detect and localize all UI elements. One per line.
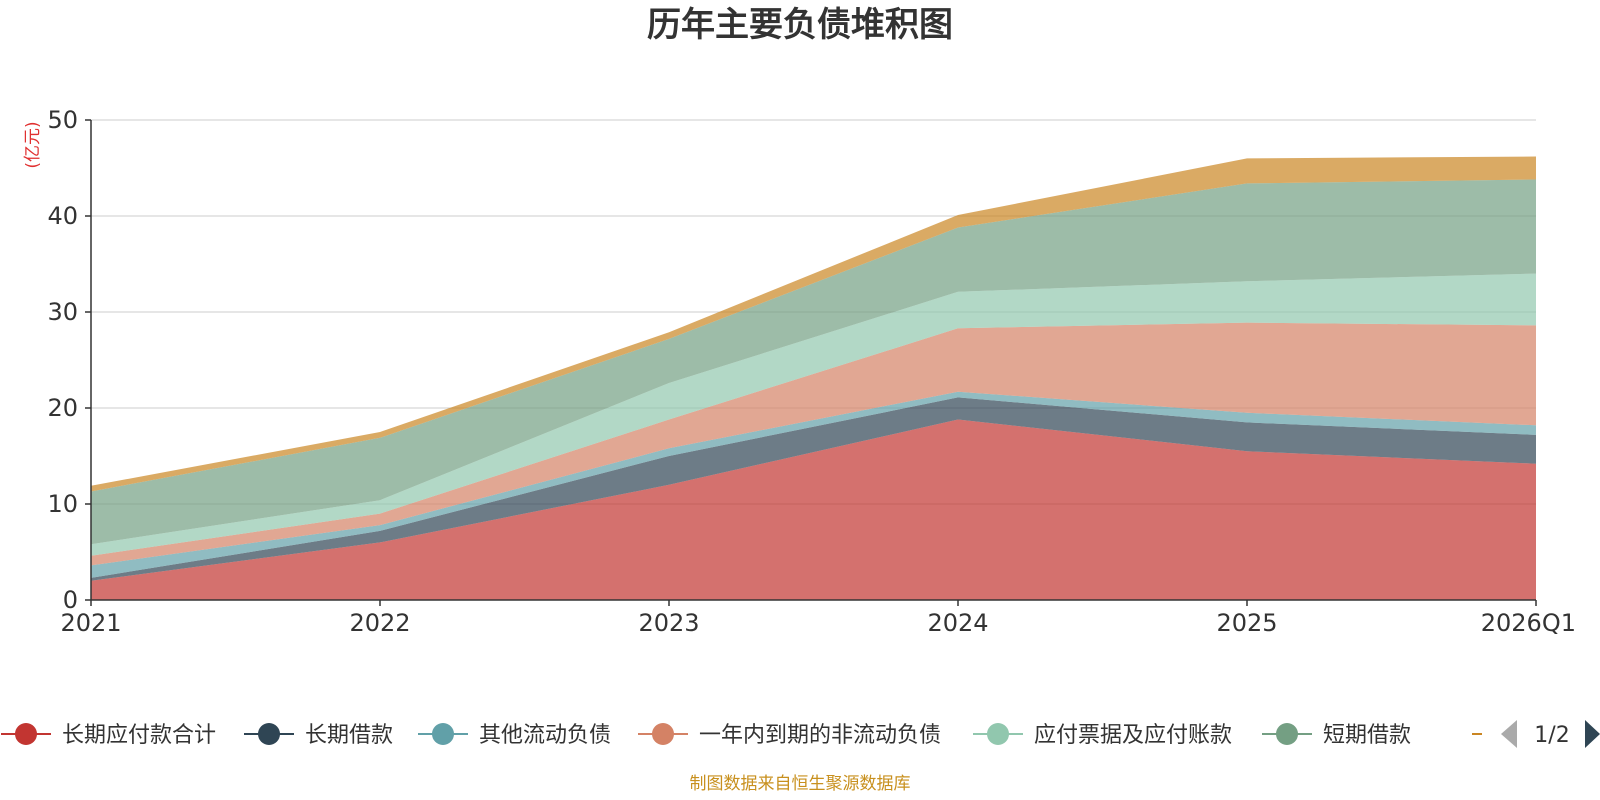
- legend-item-2[interactable]: 其他流动负债: [418, 723, 611, 748]
- data-source-note: 制图数据来自恒生聚源数据库: [690, 774, 911, 794]
- chart-title: 历年主要负债堆积图: [647, 5, 953, 45]
- area-series-5: [91, 179, 1536, 545]
- legend-label: 短期借款: [1323, 723, 1411, 748]
- y-tick-label-20: 20: [47, 394, 78, 422]
- legend-item-5[interactable]: 短期借款: [1262, 723, 1411, 748]
- y-tick-label-10: 10: [47, 490, 78, 518]
- legend-label: 一年内到期的非流动负债: [699, 723, 941, 748]
- y-tick-label-0: 0: [63, 586, 78, 614]
- legend-prev-page-icon[interactable]: [1501, 720, 1517, 748]
- y-tick-labels: 0 10 20 30 40 50: [47, 106, 78, 614]
- x-tick-label-5: 2026Q1: [1481, 609, 1576, 637]
- legend-marker-icon: [987, 723, 1009, 745]
- x-tick-label-4: 2025: [1216, 609, 1277, 637]
- legend-item-1[interactable]: 长期借款: [244, 723, 393, 748]
- legend-marker-icon: [15, 723, 37, 745]
- legend-page-indicator: 1/2: [1534, 723, 1569, 748]
- x-tick-labels: 2021 2022 2023 2024 2025 2026Q1: [60, 609, 1576, 637]
- area-series-0: [91, 419, 1536, 600]
- area-series-layer: [91, 156, 1536, 600]
- legend-label: 应付票据及应付账款: [1034, 723, 1232, 748]
- y-axis-unit-label: (亿元): [23, 121, 43, 168]
- legend-marker-icon: [432, 723, 454, 745]
- legend-label: 长期应付款合计: [62, 723, 216, 748]
- legend-label: 长期借款: [305, 723, 393, 748]
- area-series-4: [91, 273, 1536, 556]
- area-series-6: [91, 156, 1536, 492]
- legend-marker-icon: [1276, 723, 1298, 745]
- legend-marker-icon: [258, 723, 280, 745]
- x-tick-label-0: 2021: [60, 609, 121, 637]
- legend: 长期应付款合计 长期借款 其他流动负债 一年内到期的非流动负债 应付票据及应付账款 短期借…: [1, 723, 1482, 748]
- y-tick-label-30: 30: [47, 298, 78, 326]
- area-series-1: [91, 397, 1536, 581]
- legend-item-0[interactable]: 长期应付款合计: [1, 723, 216, 748]
- legend-label: 其他流动负债: [479, 723, 611, 748]
- x-tick-label-3: 2024: [927, 609, 988, 637]
- legend-item-4[interactable]: 应付票据及应付账款: [973, 723, 1232, 748]
- x-tick-label-2: 2023: [638, 609, 699, 637]
- legend-marker-icon: [652, 723, 674, 745]
- y-tick-label-50: 50: [47, 106, 78, 134]
- legend-pager: 1/2: [1501, 720, 1600, 748]
- y-tick-label-40: 40: [47, 202, 78, 230]
- legend-next-page-icon[interactable]: [1585, 720, 1600, 748]
- area-series-3: [91, 322, 1536, 566]
- axes: [85, 119, 1537, 606]
- legend-item-3[interactable]: 一年内到期的非流动负债: [638, 723, 941, 748]
- x-tick-label-1: 2022: [349, 609, 410, 637]
